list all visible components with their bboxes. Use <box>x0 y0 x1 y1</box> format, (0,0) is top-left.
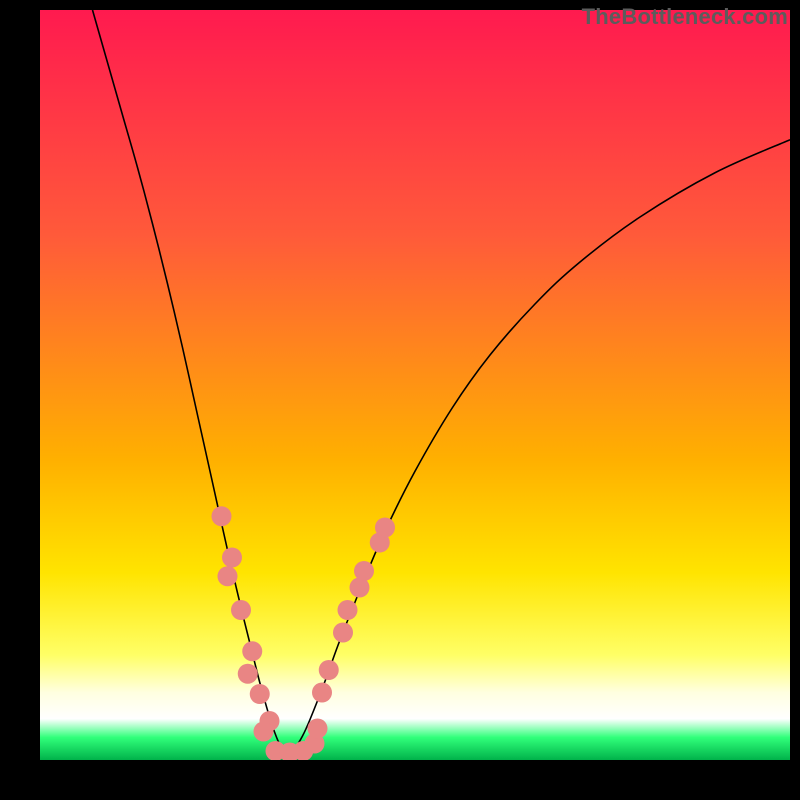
data-marker <box>212 506 232 526</box>
data-marker <box>354 561 374 581</box>
data-marker <box>333 623 353 643</box>
data-marker <box>254 722 274 742</box>
data-marker <box>338 600 358 620</box>
data-marker <box>231 600 251 620</box>
data-marker <box>238 664 258 684</box>
outer-frame: TheBottleneck.com <box>0 0 800 800</box>
data-marker <box>308 719 328 739</box>
bottleneck-curve <box>288 140 791 754</box>
bottleneck-curve <box>93 10 288 754</box>
data-marker <box>218 566 238 586</box>
data-marker <box>222 548 242 568</box>
data-marker <box>312 683 332 703</box>
data-marker <box>319 660 339 680</box>
chart-svg <box>0 0 800 800</box>
data-marker <box>375 518 395 538</box>
data-marker <box>250 684 270 704</box>
data-marker <box>242 641 262 661</box>
